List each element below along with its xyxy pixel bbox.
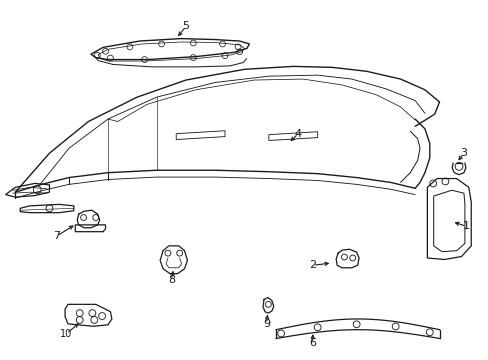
Text: 10: 10 [61, 329, 73, 339]
Text: 6: 6 [308, 338, 316, 348]
Text: 7: 7 [53, 231, 60, 241]
Text: 3: 3 [460, 148, 467, 158]
Text: 2: 2 [308, 260, 316, 270]
Text: 8: 8 [167, 275, 175, 285]
Text: 1: 1 [462, 221, 469, 231]
Text: 5: 5 [182, 21, 189, 31]
Text: 4: 4 [294, 129, 301, 139]
Text: 9: 9 [263, 319, 269, 329]
